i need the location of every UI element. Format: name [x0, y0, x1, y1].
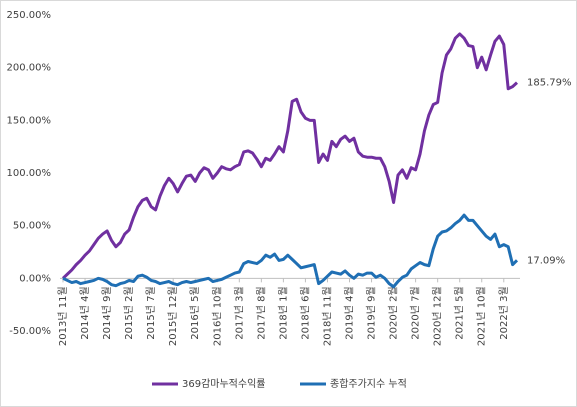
x-tick-label: 2014년 4월 — [79, 286, 91, 339]
y-tick-label: 0.00% — [19, 273, 51, 284]
x-tick-label: 2017년 3월 — [233, 286, 245, 339]
x-tick-label: 2015년 12월 — [167, 286, 179, 346]
x-tick-label: 2018년 6월 — [299, 286, 311, 339]
x-tick-label: 2022년 3월 — [498, 286, 510, 339]
x-tick-label: 2016년 10월 — [211, 286, 223, 346]
data-label: 17.09% — [527, 255, 565, 266]
x-tick-label: 2017년 8월 — [255, 286, 267, 339]
x-tick-label: 2020년 2월 — [388, 286, 400, 339]
data-label: 185.79% — [527, 78, 572, 89]
x-tick-label: 2015년 2월 — [123, 286, 135, 339]
legend-label: 369감마누적수익률 — [182, 378, 266, 390]
x-tick-label: 2013년 11월 — [57, 286, 69, 346]
line-series — [62, 213, 519, 289]
x-tick-label: 2018년 1월 — [277, 286, 289, 339]
x-tick-label: 2021년 10월 — [476, 286, 488, 346]
line-series — [61, 32, 519, 280]
legend-label: 종합주가지수 누적 — [330, 378, 407, 390]
y-tick-label: 250.00% — [7, 10, 52, 21]
x-tick-label: 2019년 4월 — [344, 286, 356, 339]
x-tick-label: 2021년 5월 — [454, 286, 466, 339]
x-tick-label: 2018년 11월 — [321, 286, 333, 346]
y-tick-label: 100.00% — [7, 168, 52, 179]
x-tick-label: 2019년 9월 — [366, 286, 378, 339]
y-tick-label: 150.00% — [7, 115, 52, 126]
x-tick-label: 2015년 7월 — [145, 286, 157, 339]
y-tick-label: 200.00% — [7, 63, 52, 74]
x-tick-label: 2016년 5월 — [189, 286, 201, 339]
y-tick-label: -50.00% — [9, 326, 51, 337]
y-tick-label: 50.00% — [13, 221, 51, 232]
x-tick-label: 2014년 9월 — [101, 286, 113, 339]
x-tick-label: 2020년 12월 — [432, 286, 444, 346]
x-tick-label: 2020년 7월 — [410, 286, 422, 339]
